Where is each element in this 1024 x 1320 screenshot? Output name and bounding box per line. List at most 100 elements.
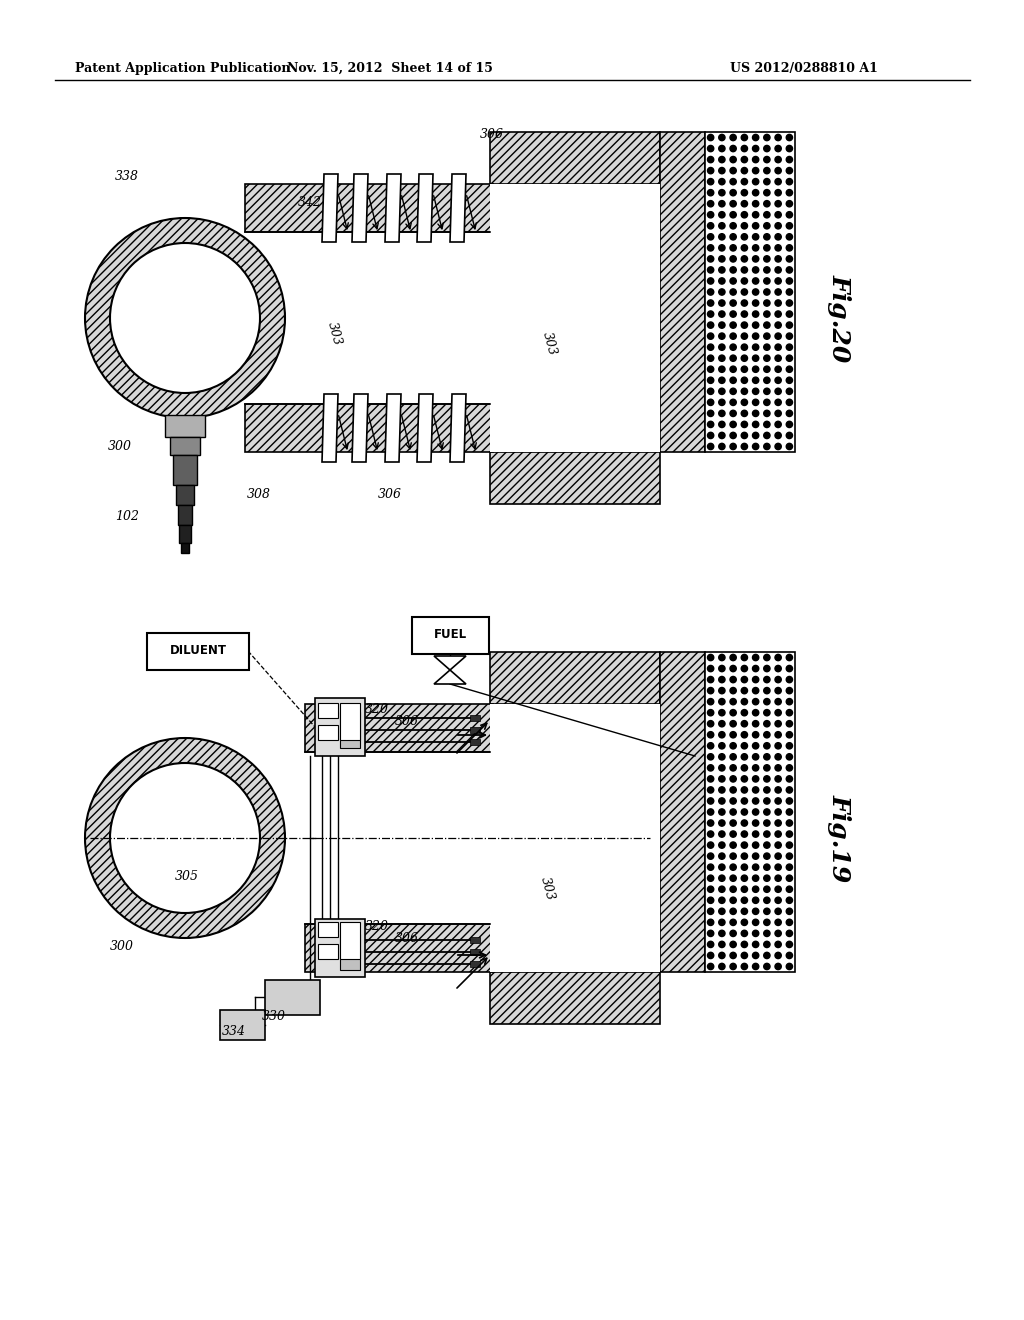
Circle shape	[730, 743, 736, 748]
Circle shape	[775, 665, 781, 672]
Circle shape	[730, 964, 736, 970]
Circle shape	[775, 655, 781, 661]
Circle shape	[775, 721, 781, 727]
Bar	[490, 972, 660, 1024]
Circle shape	[753, 135, 759, 141]
Circle shape	[708, 300, 714, 306]
Circle shape	[764, 797, 770, 804]
Circle shape	[708, 234, 714, 240]
Circle shape	[753, 710, 759, 715]
Bar	[340, 946, 360, 958]
Circle shape	[775, 908, 781, 915]
Circle shape	[719, 842, 725, 849]
Circle shape	[764, 256, 770, 263]
Circle shape	[753, 655, 759, 661]
Circle shape	[764, 277, 770, 284]
Circle shape	[786, 688, 793, 694]
Circle shape	[719, 378, 725, 383]
Circle shape	[719, 333, 725, 339]
Circle shape	[708, 432, 714, 438]
Circle shape	[764, 421, 770, 428]
Circle shape	[741, 898, 748, 903]
Circle shape	[775, 886, 781, 892]
Bar	[340, 704, 360, 741]
Circle shape	[730, 754, 736, 760]
Polygon shape	[322, 393, 338, 462]
Circle shape	[708, 223, 714, 228]
Circle shape	[719, 289, 725, 296]
Circle shape	[730, 952, 736, 958]
Circle shape	[741, 157, 748, 162]
Circle shape	[775, 688, 781, 694]
Circle shape	[719, 411, 725, 417]
Circle shape	[741, 931, 748, 936]
Bar	[705, 132, 795, 451]
Circle shape	[786, 875, 793, 882]
FancyBboxPatch shape	[412, 616, 489, 653]
Polygon shape	[385, 174, 401, 242]
Circle shape	[708, 919, 714, 925]
Circle shape	[753, 333, 759, 339]
Circle shape	[786, 333, 793, 339]
Circle shape	[753, 312, 759, 317]
Circle shape	[786, 776, 793, 781]
Circle shape	[775, 919, 781, 925]
Circle shape	[719, 421, 725, 428]
Circle shape	[708, 312, 714, 317]
Circle shape	[719, 355, 725, 362]
Polygon shape	[417, 393, 433, 462]
Circle shape	[730, 399, 736, 405]
Bar	[340, 935, 360, 946]
Circle shape	[775, 764, 781, 771]
Circle shape	[730, 145, 736, 152]
Bar	[660, 132, 705, 451]
Circle shape	[764, 931, 770, 936]
Circle shape	[775, 820, 781, 826]
Circle shape	[753, 157, 759, 162]
Circle shape	[753, 168, 759, 174]
Circle shape	[775, 256, 781, 263]
Bar	[470, 715, 480, 721]
Circle shape	[730, 865, 736, 870]
Circle shape	[730, 797, 736, 804]
Circle shape	[775, 875, 781, 882]
Text: 300: 300	[110, 940, 134, 953]
Circle shape	[775, 731, 781, 738]
Bar	[470, 961, 480, 968]
Circle shape	[775, 964, 781, 970]
Circle shape	[753, 886, 759, 892]
Circle shape	[719, 743, 725, 748]
Circle shape	[741, 698, 748, 705]
Circle shape	[775, 931, 781, 936]
Circle shape	[730, 919, 736, 925]
Circle shape	[764, 787, 770, 793]
Circle shape	[775, 421, 781, 428]
Circle shape	[708, 421, 714, 428]
Bar	[490, 132, 660, 183]
Text: 338: 338	[115, 170, 139, 183]
Circle shape	[708, 809, 714, 816]
Circle shape	[741, 312, 748, 317]
Circle shape	[730, 157, 736, 162]
Circle shape	[708, 941, 714, 948]
Bar	[318, 921, 338, 937]
Circle shape	[719, 211, 725, 218]
Circle shape	[741, 743, 748, 748]
Circle shape	[764, 776, 770, 781]
Circle shape	[786, 764, 793, 771]
Circle shape	[708, 256, 714, 263]
Circle shape	[730, 432, 736, 438]
Circle shape	[730, 300, 736, 306]
Circle shape	[775, 787, 781, 793]
Circle shape	[775, 345, 781, 350]
Circle shape	[786, 244, 793, 251]
Polygon shape	[352, 393, 368, 462]
Circle shape	[719, 776, 725, 781]
Circle shape	[719, 234, 725, 240]
Circle shape	[764, 345, 770, 350]
Circle shape	[775, 201, 781, 207]
Circle shape	[730, 378, 736, 383]
Circle shape	[786, 234, 793, 240]
Circle shape	[730, 244, 736, 251]
Circle shape	[753, 665, 759, 672]
